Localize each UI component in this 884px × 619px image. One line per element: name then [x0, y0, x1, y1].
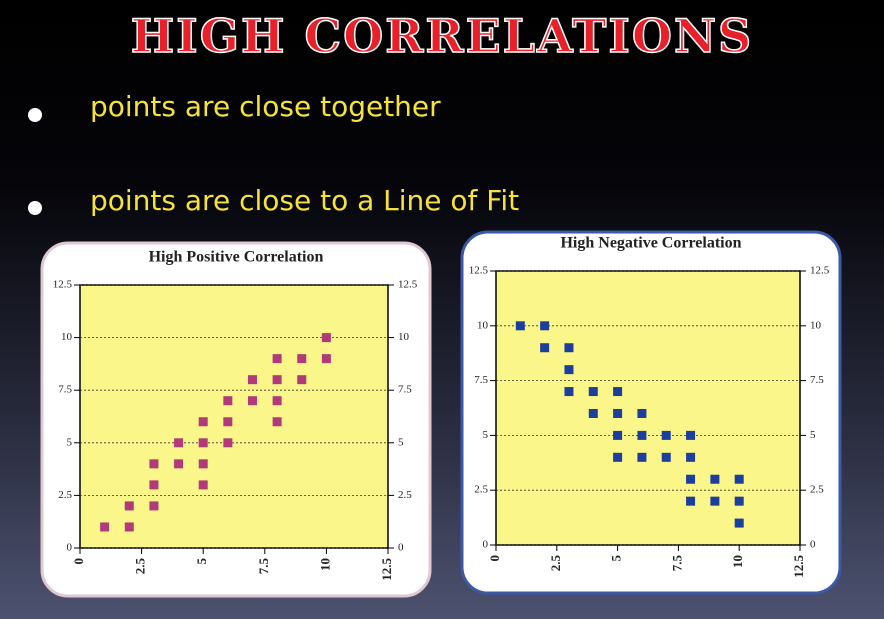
- y2-tick-label: 5: [398, 436, 404, 448]
- point: [540, 321, 550, 331]
- y-tick-label: 0: [483, 539, 489, 551]
- x-tick-label: 2.5: [548, 555, 563, 572]
- bullet-dot: [28, 201, 42, 215]
- x-tick-label: 12.5: [791, 555, 806, 578]
- y2-tick-label: 0: [398, 542, 404, 554]
- x-tick-label: 7.5: [256, 558, 271, 575]
- point: [100, 522, 110, 532]
- point: [564, 343, 574, 353]
- point: [272, 417, 282, 427]
- x-tick-label: 10: [317, 558, 332, 571]
- x-tick-label: 0: [71, 558, 86, 565]
- point: [613, 387, 623, 397]
- chart-title: High Negative Correlation: [560, 235, 741, 252]
- point: [223, 417, 233, 427]
- point: [686, 452, 696, 462]
- point: [686, 474, 696, 484]
- x-tick-label: 0: [487, 555, 502, 562]
- point: [149, 459, 159, 469]
- point: [272, 396, 282, 406]
- point: [124, 501, 134, 511]
- point: [223, 438, 233, 448]
- point: [321, 333, 331, 343]
- point: [198, 480, 208, 490]
- y-tick-label: 5: [483, 429, 489, 441]
- plot-area: [495, 270, 801, 546]
- point: [540, 343, 550, 353]
- y2-tick-label: 0: [810, 539, 816, 551]
- point: [637, 408, 647, 418]
- point: [588, 408, 598, 418]
- point: [613, 430, 623, 440]
- point: [686, 430, 696, 440]
- point: [515, 321, 525, 331]
- x-tick-label: 5: [194, 558, 209, 565]
- y-tick-label: 7.5: [58, 384, 72, 396]
- y2-tick-label: 12.5: [398, 279, 418, 291]
- point: [247, 396, 257, 406]
- chart-title: High Positive Correlation: [149, 249, 324, 266]
- point: [297, 354, 307, 364]
- point: [734, 496, 744, 506]
- point: [124, 522, 134, 532]
- point: [637, 430, 647, 440]
- y2-tick-label: 10: [810, 319, 822, 331]
- y-tick-label: 10: [61, 331, 73, 343]
- y2-tick-label: 10: [398, 331, 410, 343]
- y-tick-label: 7.5: [474, 374, 488, 386]
- point: [272, 354, 282, 364]
- point: [297, 375, 307, 385]
- point: [710, 496, 720, 506]
- slide-title: HIGH CORRELATIONS: [131, 9, 754, 63]
- point: [247, 375, 257, 385]
- point: [637, 452, 647, 462]
- y2-tick-label: 12.5: [810, 265, 830, 277]
- y-tick-label: 12.5: [53, 279, 73, 291]
- y2-tick-label: 7.5: [810, 374, 824, 386]
- point: [686, 496, 696, 506]
- point: [734, 518, 744, 528]
- point: [661, 430, 671, 440]
- y-tick-label: 12.5: [469, 265, 489, 277]
- y-tick-label: 5: [67, 436, 73, 448]
- point: [564, 387, 574, 397]
- x-tick-label: 7.5: [669, 555, 684, 572]
- point: [613, 452, 623, 462]
- y-tick-label: 10: [477, 319, 489, 331]
- point: [564, 365, 574, 375]
- x-tick-label: 10: [730, 555, 745, 568]
- y2-tick-label: 2.5: [810, 484, 824, 496]
- x-tick-label: 2.5: [133, 558, 148, 575]
- point: [174, 438, 184, 448]
- bullet-dot: [28, 108, 42, 122]
- point: [710, 474, 720, 484]
- point: [149, 501, 159, 511]
- point: [588, 387, 598, 397]
- y2-tick-label: 7.5: [398, 384, 412, 396]
- bullet-text: points are close together: [90, 90, 441, 123]
- y-tick-label: 0: [67, 542, 73, 554]
- point: [198, 438, 208, 448]
- point: [661, 452, 671, 462]
- point: [321, 354, 331, 364]
- point: [734, 474, 744, 484]
- y2-tick-label: 2.5: [398, 489, 412, 501]
- point: [198, 417, 208, 427]
- point: [223, 396, 233, 406]
- point: [198, 459, 208, 469]
- bullet-text: points are close to a Line of Fit: [90, 184, 519, 217]
- point: [149, 480, 159, 490]
- x-tick-label: 5: [609, 555, 624, 562]
- y-tick-label: 2.5: [474, 484, 488, 496]
- x-tick-label: 12.5: [379, 558, 394, 581]
- point: [174, 459, 184, 469]
- point: [613, 408, 623, 418]
- y-tick-label: 2.5: [58, 489, 72, 501]
- point: [272, 375, 282, 385]
- y2-tick-label: 5: [810, 429, 816, 441]
